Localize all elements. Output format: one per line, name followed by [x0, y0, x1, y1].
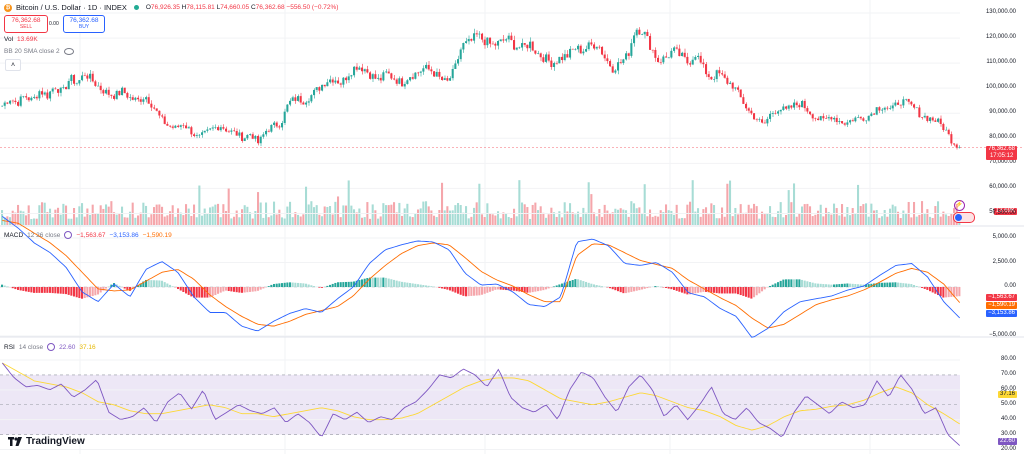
price-axis-label: 90,000.00 — [989, 109, 1016, 116]
buy-price: 76,362.68 — [69, 17, 99, 24]
macd-legend[interactable]: MACD 12 26 close −1,563.67 −3,153.86 −1,… — [4, 231, 172, 239]
rsi-axis-label: 20.00 — [1000, 445, 1016, 452]
market-status-icon — [133, 5, 139, 10]
price-axis-label: 60,000.00 — [989, 184, 1016, 191]
rsi-axis-label: 80.00 — [1000, 355, 1016, 362]
price-axis-label: 70,000.00 — [989, 159, 1016, 166]
rsi-axis-label: 30.00 — [1000, 430, 1016, 437]
settings-icon[interactable] — [64, 231, 73, 239]
rsi-ma-tag: 37.16 — [997, 391, 1017, 398]
macd-signal-tag: −1,590.19 — [986, 302, 1017, 309]
buy-button[interactable]: 76,362.68 BUY — [63, 15, 105, 33]
price-axis-label: 80,000.00 — [989, 134, 1016, 141]
rsi-axis-label: 50.00 — [1000, 400, 1016, 407]
bollinger-legend[interactable]: BB 20 SMA close 2 — [4, 48, 74, 55]
sell-price: 76,362.68 — [11, 17, 41, 24]
lightning-event-icon[interactable]: ⚡ — [954, 200, 965, 211]
price-axis-label: 120,000.00 — [985, 34, 1016, 41]
sell-button[interactable]: 76,362.68 SELL — [4, 15, 48, 33]
macd-axis-label: 5,000.00 — [992, 234, 1016, 240]
settings-icon[interactable] — [47, 343, 56, 351]
buy-label: BUY — [78, 24, 90, 30]
bitcoin-icon: ₿ — [4, 3, 12, 12]
macd-axis-label: −5,000.00 — [989, 332, 1016, 338]
spread-value: 0.00 — [49, 21, 59, 27]
sell-label: SELL — [19, 24, 33, 30]
symbol-legend: ₿ Bitcoin / U.S. Dollar · 1D · INDEX O76… — [4, 3, 338, 12]
rsi-axis-label: 70.00 — [1000, 370, 1016, 377]
volume-legend[interactable]: Vol 13.69K — [4, 36, 38, 43]
macd-axis-label: 2,500.00 — [992, 258, 1016, 265]
macd-hist-tag: −1,563.67 — [986, 294, 1017, 301]
macd-line-tag: −3,153.86 — [986, 310, 1017, 317]
rsi-axis-label: 40.00 — [1000, 415, 1016, 422]
price-axis-label: 130,000.00 — [985, 9, 1016, 15]
ohlc-values: O76,926.35 H78,115.81 L74,660.05 C76,362… — [145, 4, 339, 11]
collapse-legend-button[interactable]: ˄ — [5, 59, 21, 71]
price-axis-label: 110,000.00 — [986, 59, 1016, 66]
volume-value: 13.69K — [17, 36, 38, 43]
tradingview-icon — [8, 437, 22, 446]
last-price-tag: 76,362.68 17:05:12 — [986, 146, 1017, 160]
bar-countdown: 17:05:12 — [989, 153, 1014, 159]
macd-axis-label: 7,500.00 — [992, 209, 1016, 216]
rsi-tag: 22.60 — [997, 438, 1017, 445]
rsi-axis-label: 60.00 — [1000, 385, 1016, 392]
tradingview-logo[interactable]: TradingView — [8, 436, 85, 447]
rsi-legend[interactable]: RSI 14 close 22.60 37.16 — [4, 343, 96, 351]
macd-axis-label: 0.00 — [1004, 283, 1016, 289]
volume-tag: 13.69K — [993, 208, 1017, 215]
symbol-title[interactable]: Bitcoin / U.S. Dollar · 1D · INDEX — [16, 3, 127, 12]
price-axis-label: 100,000.00 — [985, 84, 1016, 91]
hidden-eye-icon[interactable] — [63, 48, 74, 55]
economic-events-icon[interactable] — [953, 212, 975, 223]
